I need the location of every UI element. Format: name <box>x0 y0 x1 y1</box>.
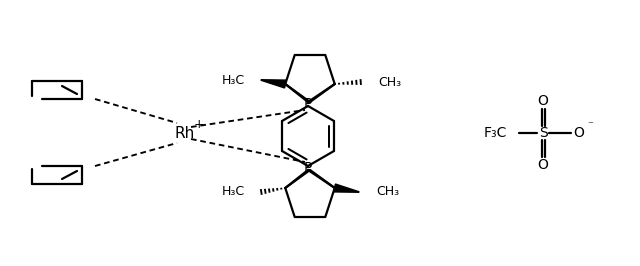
Text: S: S <box>539 126 547 140</box>
Text: F₃C: F₃C <box>484 126 507 140</box>
Text: CH₃: CH₃ <box>377 185 400 198</box>
Text: +: + <box>194 118 204 131</box>
Text: H₃C: H₃C <box>222 73 245 86</box>
Text: Rh: Rh <box>175 126 195 140</box>
Polygon shape <box>334 184 359 192</box>
Text: O: O <box>538 94 548 108</box>
Text: O: O <box>573 126 584 140</box>
Polygon shape <box>261 80 286 88</box>
Text: P: P <box>304 161 312 175</box>
Text: O: O <box>538 158 548 172</box>
Text: ⁻: ⁻ <box>587 120 593 130</box>
Text: H₃C: H₃C <box>222 185 245 198</box>
Text: P: P <box>304 97 312 111</box>
Text: CH₃: CH₃ <box>379 76 402 89</box>
